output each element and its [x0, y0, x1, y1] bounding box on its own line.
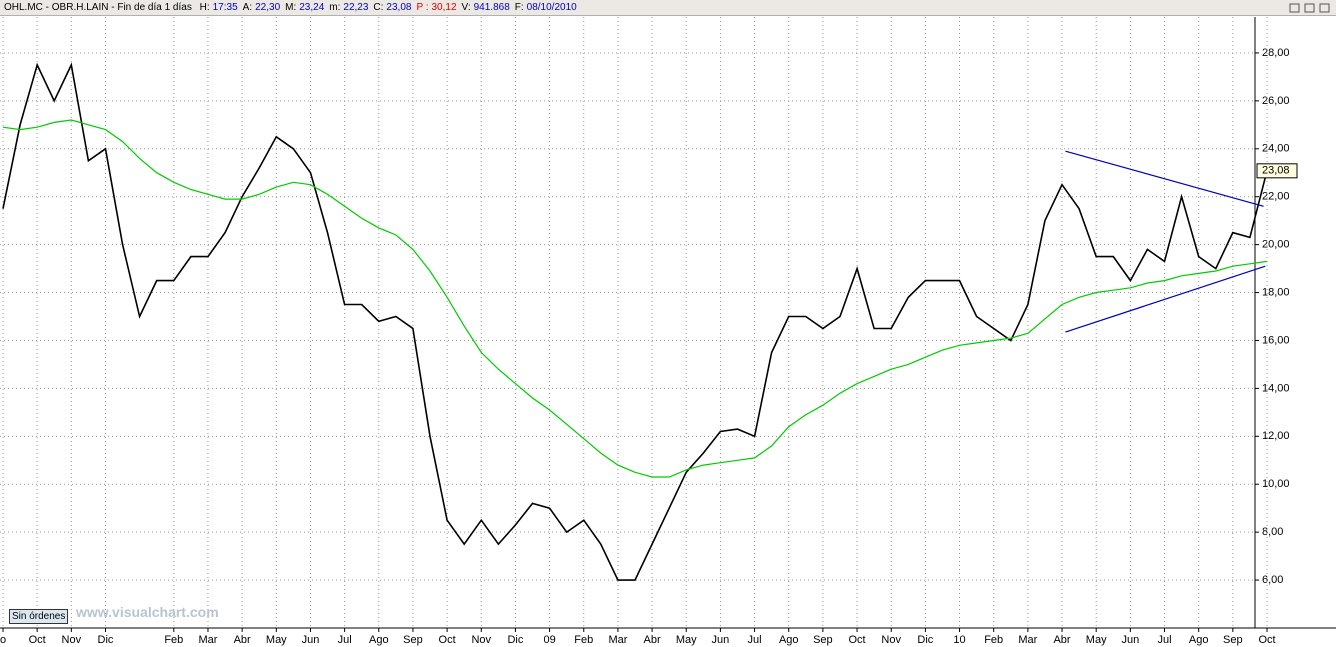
x-tick-label: May [676, 634, 697, 646]
y-tick-label: 28,00 [1262, 47, 1290, 59]
x-tick-label: Ago [779, 634, 799, 646]
header-field: V: 941.868 [462, 2, 510, 13]
x-tick-label: Jul [748, 634, 762, 646]
field-label: M: [285, 2, 297, 13]
x-tick-label: Ago [1189, 634, 1209, 646]
field-value: 22,30 [255, 2, 281, 13]
y-tick-label: 6,00 [1262, 574, 1283, 586]
y-tick-label: 18,00 [1262, 286, 1290, 298]
x-tick-label: Jul [1157, 634, 1171, 646]
x-tick-label: Jun [302, 634, 320, 646]
x-tick-label: Jun [712, 634, 730, 646]
x-tick-label: Mar [1018, 634, 1037, 646]
x-tick-label: Jun [1121, 634, 1139, 646]
x-tick-label: Oct [439, 634, 456, 646]
header-field: M: 23,24 [285, 2, 324, 13]
trend-line [1065, 265, 1266, 333]
field-value: 30,12 [431, 2, 457, 13]
window-buttons[interactable] [1276, 0, 1336, 16]
x-tick-label: Mar [198, 634, 217, 646]
x-tick-label: Abr [1053, 634, 1070, 646]
minimize-button[interactable] [1289, 3, 1300, 13]
field-label: A: [242, 2, 253, 13]
x-tick-label: Jul [338, 634, 352, 646]
x-tick-label: Sep [813, 634, 833, 646]
header-field: F: 08/10/2010 [515, 2, 577, 13]
header-field: P :30,12 [416, 2, 456, 13]
header-field: A: 22,30 [243, 2, 280, 13]
trend-line [1065, 150, 1264, 207]
y-tick-label: 10,00 [1262, 478, 1290, 490]
x-tick-label: Sep [403, 634, 423, 646]
field-label: m: [329, 2, 341, 13]
x-tick-label: May [1086, 634, 1107, 646]
x-tick-label: Mar [608, 634, 627, 646]
header-field: C: 23,08 [373, 2, 411, 13]
y-tick-label: 24,00 [1262, 143, 1290, 155]
x-tick-label: May [266, 634, 287, 646]
x-tick-label: o [0, 634, 6, 646]
price-line [2, 62, 1268, 581]
x-tick-label: Abr [644, 634, 661, 646]
close-button[interactable] [1319, 3, 1330, 13]
x-tick-label: Ago [369, 634, 389, 646]
x-tick-label: Oct [1258, 634, 1275, 646]
y-tick-label: 26,00 [1262, 95, 1290, 107]
y-tick-label: 14,00 [1262, 382, 1290, 394]
watermark: www.visualchart.com [76, 604, 219, 620]
last-value-box [1256, 163, 1298, 179]
y-tick-label: 20,00 [1262, 239, 1290, 251]
header-field: H: 17:35 [200, 2, 238, 13]
x-tick-label: Nov [881, 634, 901, 646]
x-tick-label: Feb [164, 634, 183, 646]
field-label: C: [373, 2, 384, 13]
x-tick-label: Nov [62, 634, 82, 646]
field-value: 23,24 [299, 2, 325, 13]
field-label: V: [461, 2, 471, 13]
x-tick-label: 10 [953, 634, 965, 646]
field-value: 23,08 [386, 2, 412, 13]
orders-button[interactable]: Sin órdenes [9, 609, 69, 624]
x-tick-label: Feb [984, 634, 1003, 646]
field-value: 22,23 [343, 2, 369, 13]
moving-average-line [2, 119, 1268, 478]
x-tick-label: Dic [917, 634, 933, 646]
x-tick-label: Oct [29, 634, 46, 646]
y-tick-label: 16,00 [1262, 334, 1290, 346]
header-title: OHL.MC - OBR.H.LAIN - Fin de día 1 días [4, 2, 192, 13]
field-value: 08/10/2010 [526, 2, 577, 13]
x-tick-label: Feb [574, 634, 593, 646]
last-value-label: 23,08 [1262, 165, 1290, 177]
header: OHL.MC - OBR.H.LAIN - Fin de día 1 días … [0, 0, 1336, 16]
maximize-button[interactable] [1304, 3, 1315, 13]
field-label: H: [199, 2, 210, 13]
field-label: P : [416, 2, 429, 13]
x-tick-label: Oct [848, 634, 865, 646]
field-label: F: [514, 2, 524, 13]
field-value: 941.868 [473, 2, 510, 13]
x-tick-label: Abr [234, 634, 251, 646]
y-tick-label: 12,00 [1262, 430, 1290, 442]
background [0, 17, 1336, 647]
x-tick-label: Nov [471, 634, 491, 646]
x-tick-label: Sep [1223, 634, 1243, 646]
x-tick-label: Dic [98, 634, 114, 646]
y-tick-label: 22,00 [1262, 191, 1290, 203]
y-tick-label: 8,00 [1262, 526, 1283, 538]
header-field: m: 22,23 [329, 2, 368, 13]
x-tick-label: 09 [543, 634, 555, 646]
x-tick-label: Dic [507, 634, 523, 646]
field-value: 17:35 [212, 2, 238, 13]
